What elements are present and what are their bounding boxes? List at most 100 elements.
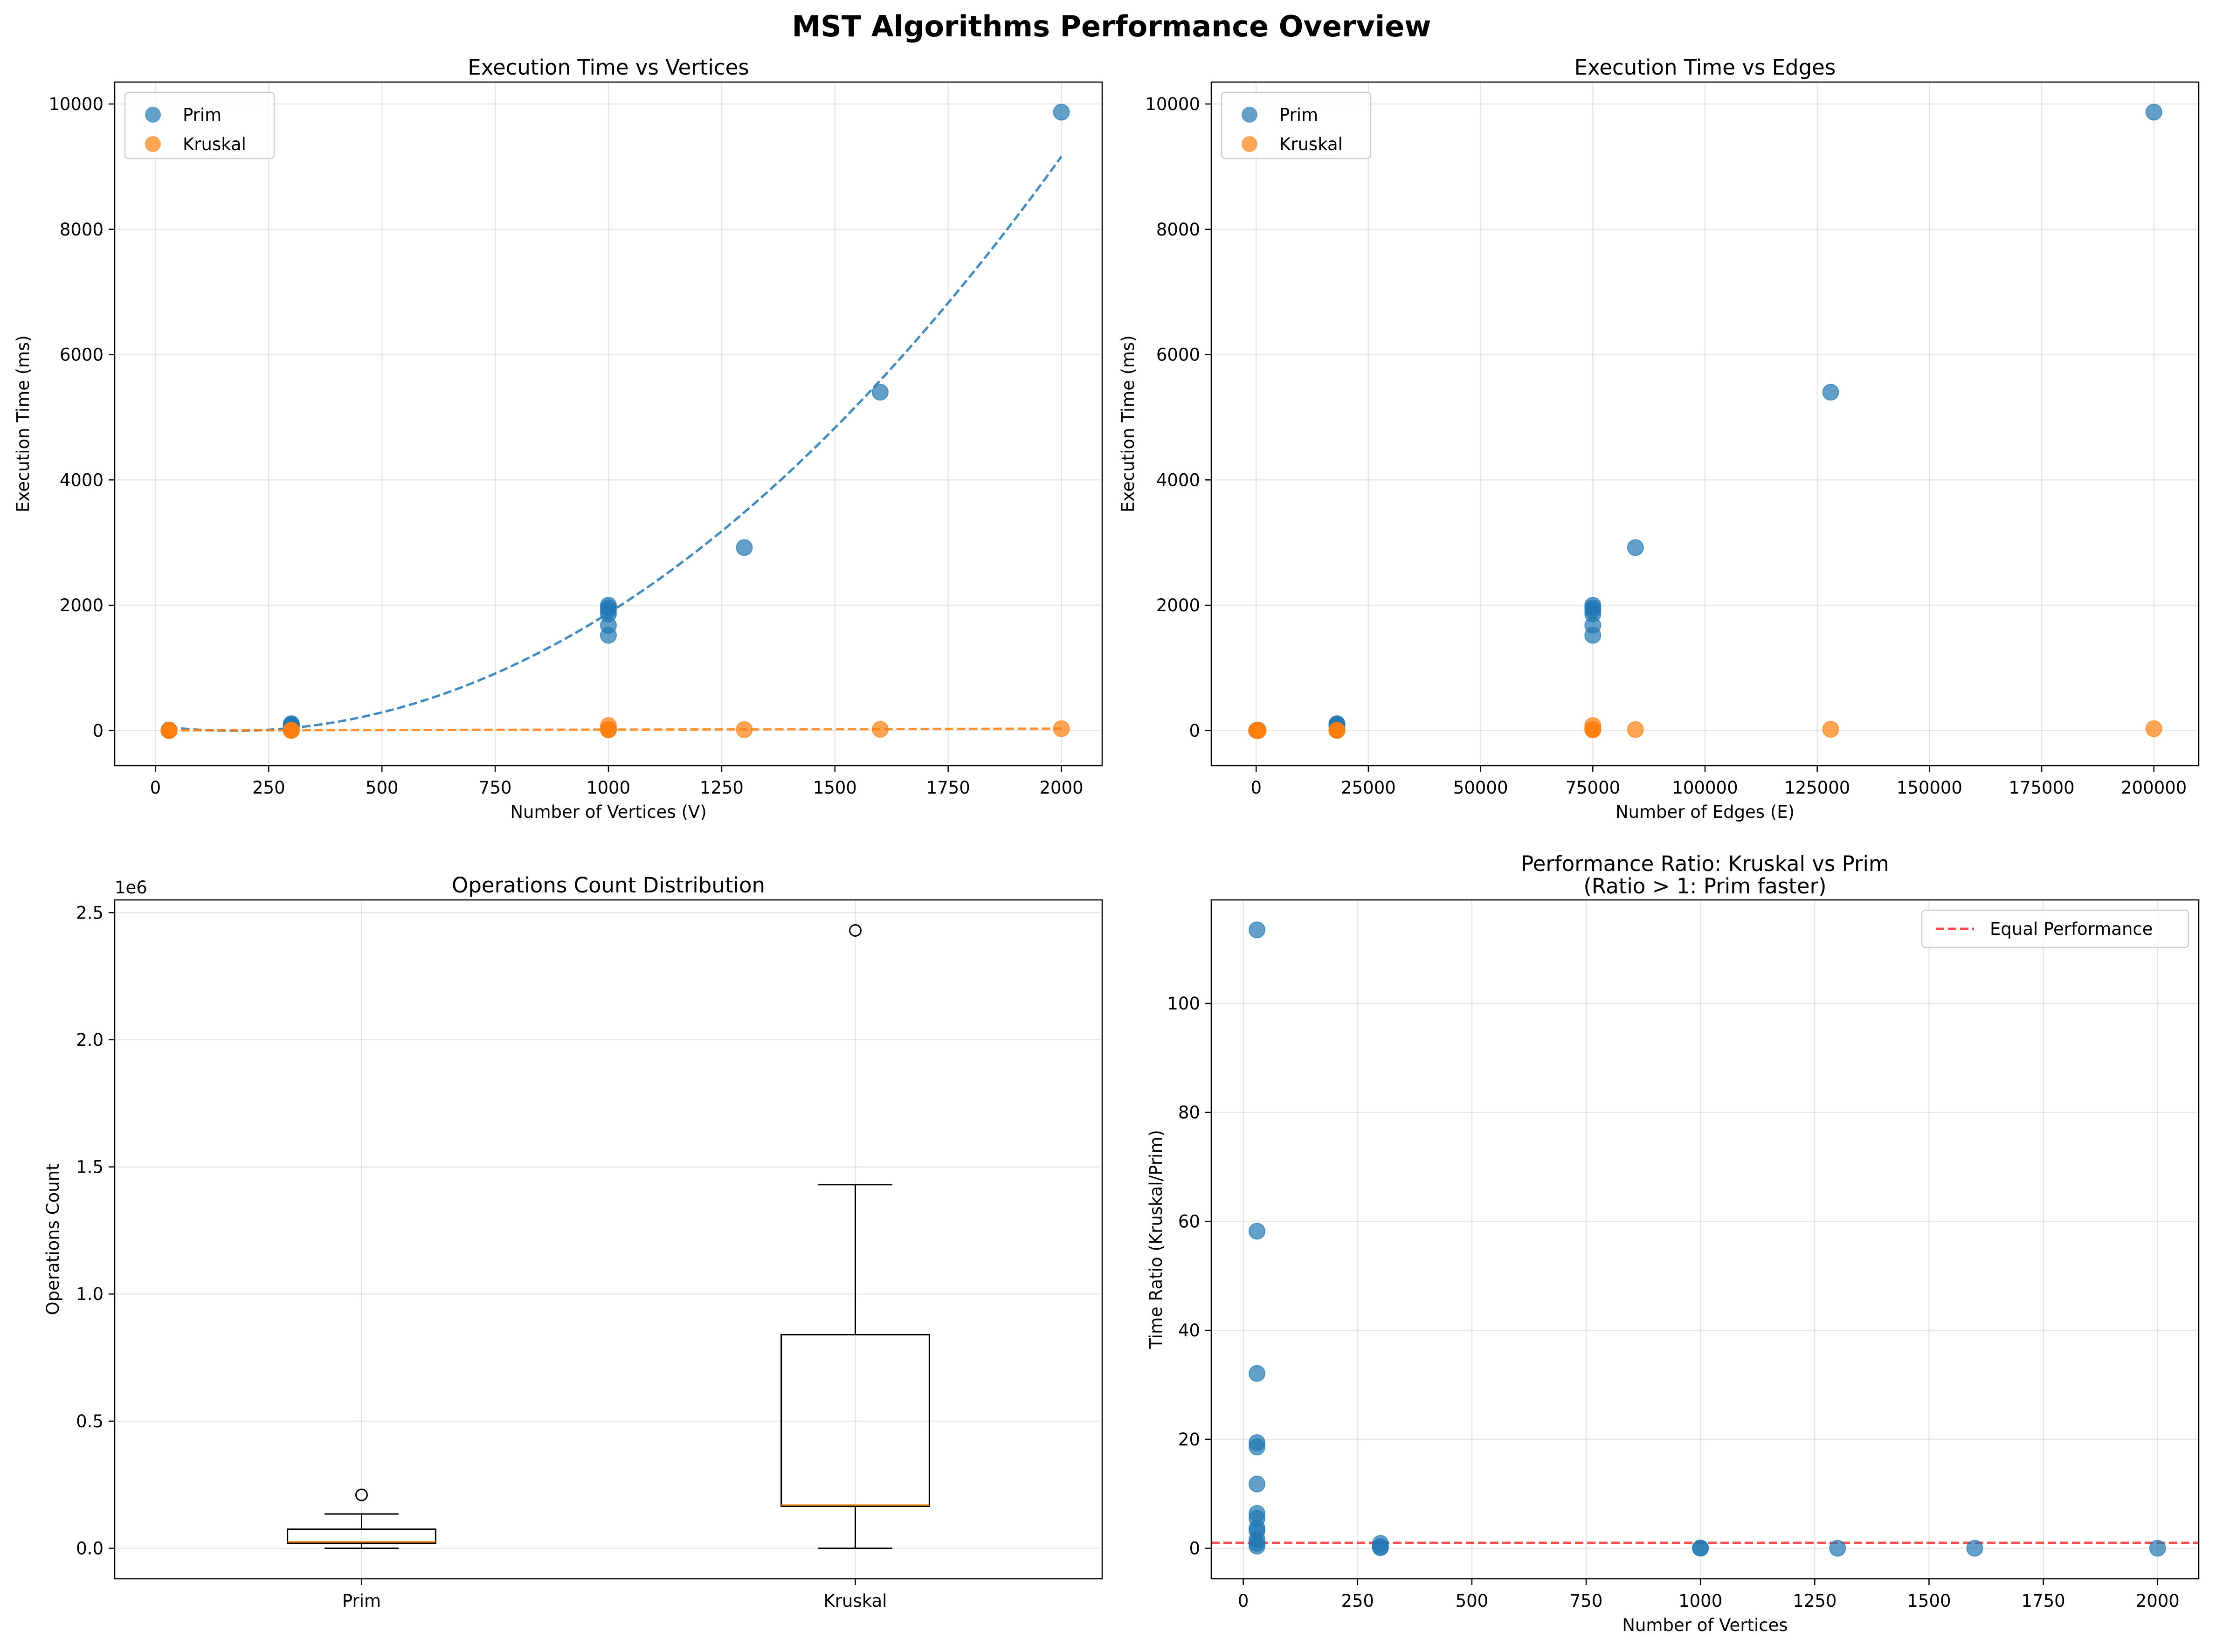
y-tick-label: 0.5 (76, 1411, 104, 1431)
y-tick-label: 1.5 (76, 1157, 104, 1177)
data-point (1829, 1540, 1846, 1557)
series-kruskal (160, 717, 1070, 739)
data-point (160, 722, 178, 739)
x-tick-label: 1500 (813, 778, 857, 798)
y-tick-label: 8000 (1156, 220, 1200, 240)
box-kruskal (780, 924, 930, 1549)
y-tick-label: 0 (1189, 1539, 1200, 1559)
legend-label-equal-performance: Equal Performance (1990, 919, 2153, 939)
x-tick-label: 0 (1250, 778, 1262, 798)
data-point (1249, 921, 1266, 939)
legend-label-kruskal: Kruskal (1279, 134, 1343, 154)
legend-box (1221, 91, 1372, 159)
chart-time-vs-edges: 0 25000 50000 75000 100000 125000 150000 175000… (1118, 55, 2200, 822)
y-tick-label: 100 (1167, 994, 1200, 1014)
y-tick-label: 2.0 (76, 1030, 104, 1050)
legend-label-prim: Prim (1279, 105, 1318, 125)
plot-content (1211, 921, 2199, 1557)
y-tick-label: 10000 (1145, 94, 1200, 114)
plots-layer: 0 250 500 750 1000 1250 1500 1750 20000200040006… (13, 55, 2200, 1635)
y-axis-label: Execution Time (ms) (13, 335, 33, 512)
legend-label-prim: Prim (183, 105, 221, 125)
chart-title: Execution Time vs Edges (1574, 55, 1836, 80)
y-axis-label: Operations Count (43, 1163, 63, 1315)
y-tick-label: 2000 (1156, 595, 1200, 615)
y-tick-label: 2.5 (76, 903, 104, 923)
chart-time-vs-vertices: 0 250 500 750 1000 1250 1500 1750 2000 0 2000 4000 6… (13, 55, 1103, 822)
plot-content (160, 104, 1070, 739)
x-tick-label: 1500 (1907, 1591, 1951, 1611)
x-tick-label: 150000 (1897, 778, 1962, 798)
data-point (736, 539, 753, 556)
chart-title: Performance Ratio: Kruskal vs Prim (1521, 851, 1889, 876)
trend-line-kruskal (169, 727, 1062, 732)
legend-box (124, 91, 275, 159)
x-tick-label: 0 (1238, 1591, 1249, 1611)
legend-label-kruskal: Kruskal (183, 134, 246, 154)
x-tick-label: 125000 (1784, 778, 1850, 798)
x-tick-label: 200000 (2121, 778, 2187, 798)
y-tick-label: 60 (1178, 1211, 1200, 1231)
data-point (1966, 1540, 1983, 1557)
legend-marker-kruskal (1242, 136, 1257, 152)
data-point (1328, 722, 1346, 739)
x-tick-label: 1000 (587, 778, 630, 798)
data-point (1053, 104, 1070, 121)
legend: Prim Kruskal (124, 91, 275, 159)
x-tick-label: 175000 (2009, 778, 2074, 798)
data-point (2145, 104, 2162, 121)
trend-line-prim (169, 156, 1063, 732)
legend: Prim Kruskal (1221, 91, 1372, 159)
data-point (871, 721, 889, 738)
chart-title: Operations Count Distribution (452, 873, 765, 898)
x-tick-label: 25000 (1341, 778, 1396, 798)
y-tick-label: 8000 (60, 220, 104, 240)
y-tick-label: 40 (1178, 1320, 1200, 1341)
data-point (1692, 1540, 1709, 1557)
y-tick-label: 6000 (60, 345, 104, 365)
series-ratio (1249, 921, 2166, 1557)
data-point (1822, 384, 1839, 401)
x-tick-label: 750 (1570, 1591, 1603, 1611)
y-tick-label: 4000 (1156, 470, 1200, 490)
plot-content (1248, 104, 2162, 739)
x-tick-label: 1250 (700, 778, 744, 798)
x-axis-label: Number of Vertices (V) (510, 802, 706, 822)
series-kruskal (1248, 717, 2162, 739)
data-point (1249, 1438, 1266, 1456)
y-axis-label: Time Ratio (Kruskal/Prim) (1146, 1130, 1166, 1349)
x-tick-label: 1750 (2022, 1591, 2065, 1611)
data-point (2149, 1540, 2166, 1557)
x-tick-label: 500 (1456, 1591, 1489, 1611)
outlier-point (849, 924, 862, 937)
x-tick-label: 2000 (2136, 1591, 2180, 1611)
data-point (1249, 1475, 1266, 1493)
data-point (1249, 1365, 1266, 1382)
y-axis-label: Execution Time (ms) (1118, 335, 1138, 512)
data-point (283, 722, 300, 739)
x-tick-label: 1250 (1793, 1591, 1836, 1611)
data-point (1627, 539, 1644, 556)
chart-subtitle: (Ratio > 1: Prim faster) (1583, 874, 1826, 899)
y-tick-label: 0.0 (76, 1539, 104, 1559)
y-tick-label: 10000 (48, 94, 104, 114)
x-tick-label: 0 (150, 778, 161, 798)
axes-frame (114, 899, 1103, 1580)
x-tick-label: Prim (342, 1591, 381, 1611)
data-point (1822, 721, 1839, 738)
x-tick-label: 2000 (1039, 778, 1083, 798)
data-point (1627, 721, 1644, 738)
data-point (1372, 1539, 1389, 1556)
x-tick-label: 75000 (1565, 778, 1620, 798)
figure-title: MST Algorithms Performance Overview (792, 9, 1431, 43)
data-point (1053, 720, 1070, 737)
y-tick-label: 1.0 (76, 1284, 104, 1304)
legend-marker-prim (1242, 107, 1257, 123)
plot-content (287, 924, 930, 1549)
data-point (1249, 1537, 1266, 1555)
x-tick-label: 500 (366, 778, 399, 798)
x-tick-label: 100000 (1672, 778, 1738, 798)
box-prim (287, 1488, 436, 1549)
